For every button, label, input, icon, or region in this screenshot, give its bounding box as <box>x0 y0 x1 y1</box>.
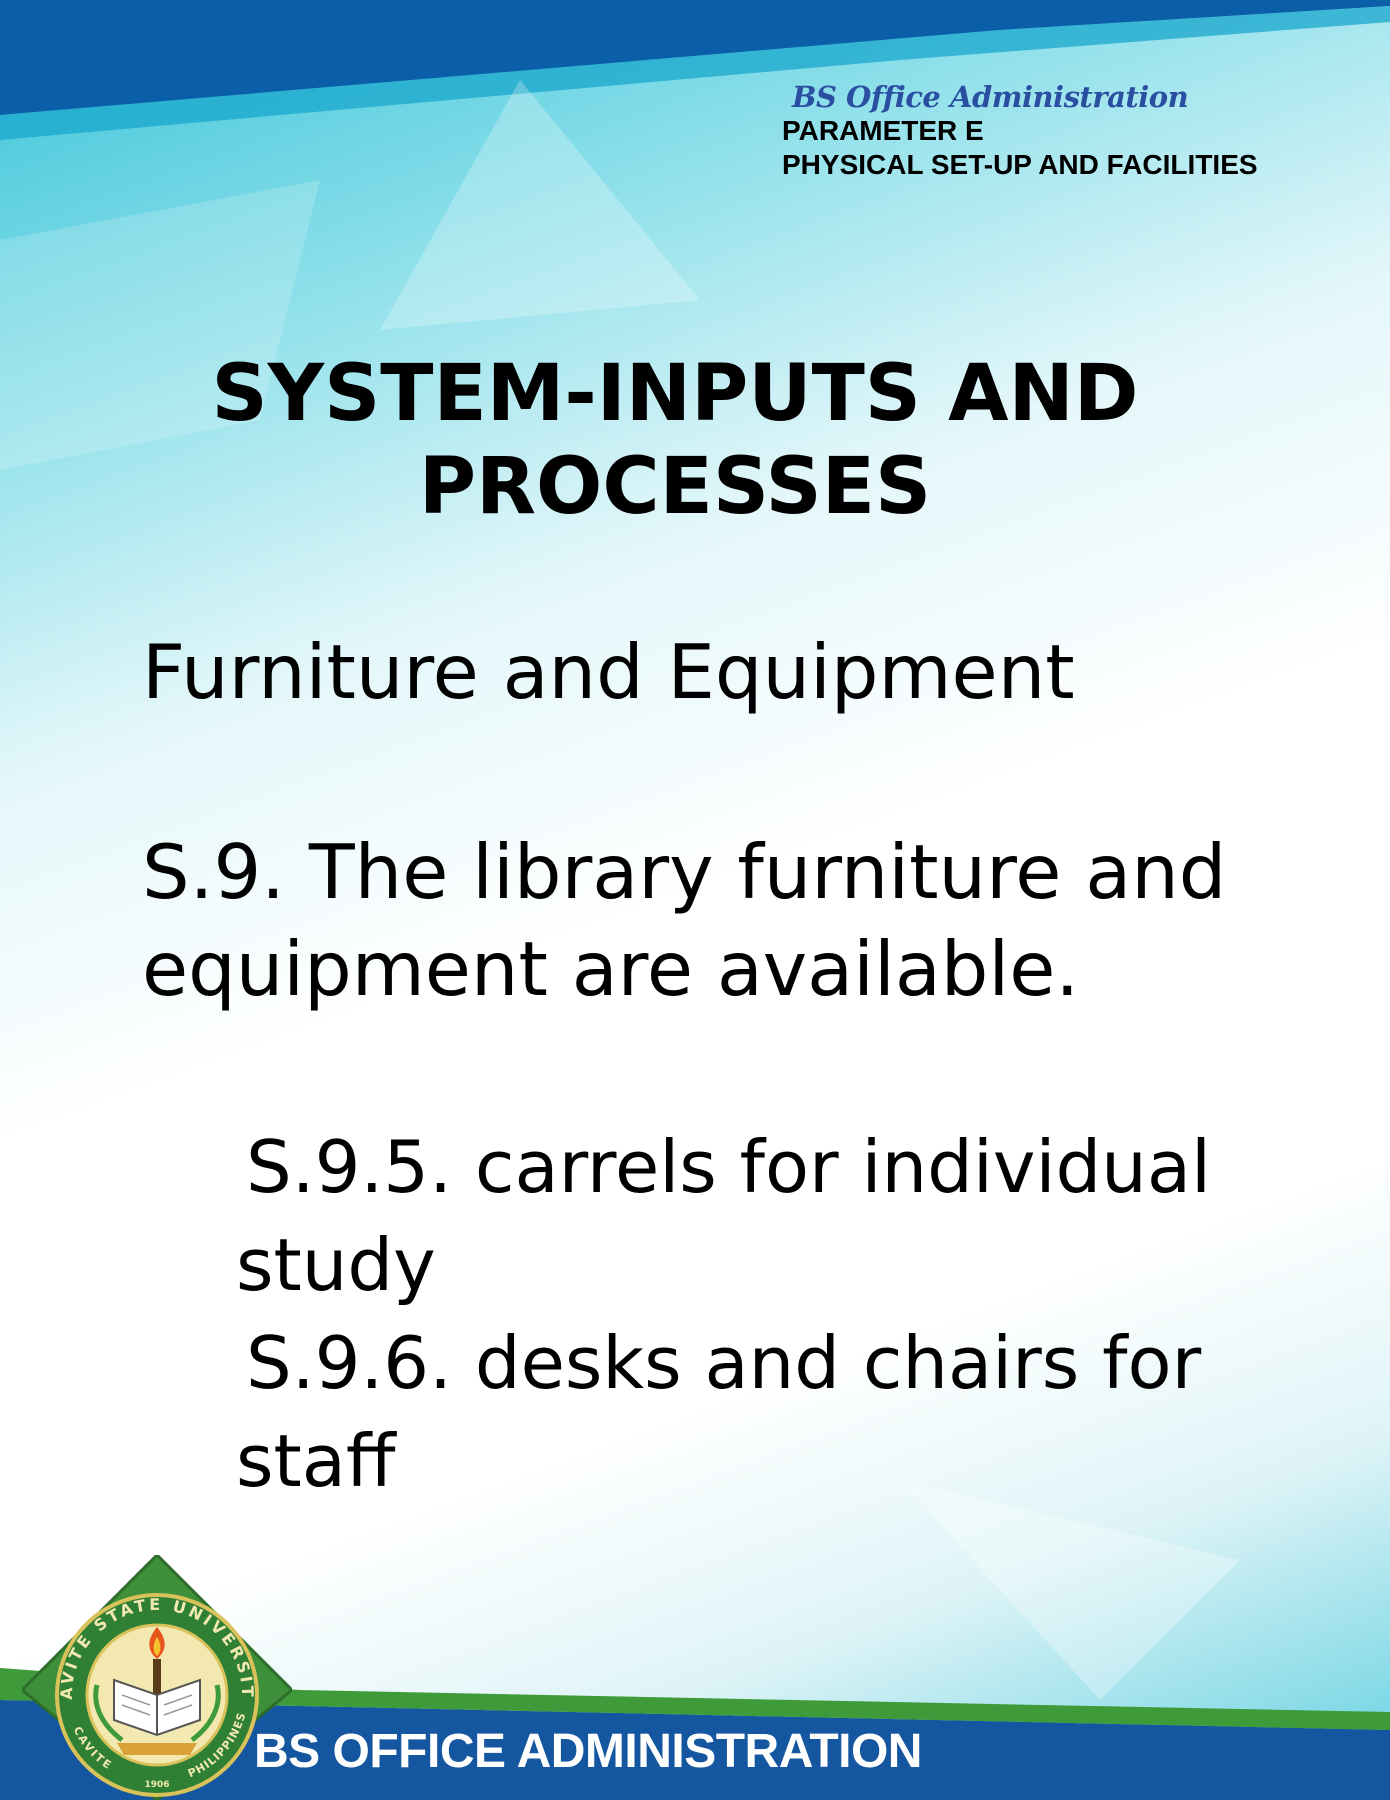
light-ray <box>0 180 320 470</box>
title-line-2: PROCESSES <box>418 442 932 532</box>
footer-label: BS OFFICE ADMINISTRATION <box>254 1725 922 1778</box>
item-number: S.9.5. <box>246 1125 452 1209</box>
page-title: SYSTEM-INPUTS AND PROCESSES <box>95 348 1255 534</box>
torch-handle-icon <box>153 1659 161 1715</box>
seal-year: 1906 <box>144 1780 169 1790</box>
laurel-left-icon <box>93 1684 124 1742</box>
item-number: S.9.6. <box>246 1321 452 1405</box>
top-blue-band <box>0 0 1390 115</box>
list-item: S.9.6. desks and chairs for staff <box>236 1314 1356 1510</box>
section-title: Furniture and Equipment <box>142 628 1075 716</box>
item-text-wrap: staff <box>236 1419 396 1503</box>
light-ray <box>380 80 700 330</box>
laurel-right-icon <box>190 1684 221 1742</box>
standard-line-2: equipment are available. <box>142 925 1080 1013</box>
item-text: carrels for individual <box>474 1125 1211 1209</box>
program-script-title: BS Office Administration <box>792 80 1189 114</box>
university-seal-logo: CAVITE STATE UNIVERSITY CAVITE PHILIPPIN… <box>22 1555 292 1800</box>
header-block: BS Office Administration PARAMETER E PHY… <box>782 80 1258 182</box>
standard-statement: S.9. The library furniture and equipment… <box>142 824 1292 1018</box>
light-ray <box>900 1480 1240 1700</box>
list-item: S.9.5. carrels for individual study <box>236 1118 1356 1314</box>
footer-blue-band <box>0 1700 1390 1800</box>
item-text: desks and chairs for <box>474 1321 1202 1405</box>
top-teal-stripe <box>0 6 1390 140</box>
title-line-1: SYSTEM-INPUTS AND <box>211 349 1139 439</box>
item-text-wrap: study <box>236 1223 436 1307</box>
footer-green-stripe <box>0 1668 1390 1730</box>
standard-line-1: S.9. The library furniture and <box>142 828 1227 916</box>
parameter-label: PARAMETER E <box>782 115 984 146</box>
parameter-title: PHYSICAL SET-UP AND FACILITIES <box>782 149 1258 180</box>
ribbon-icon <box>117 1743 197 1755</box>
